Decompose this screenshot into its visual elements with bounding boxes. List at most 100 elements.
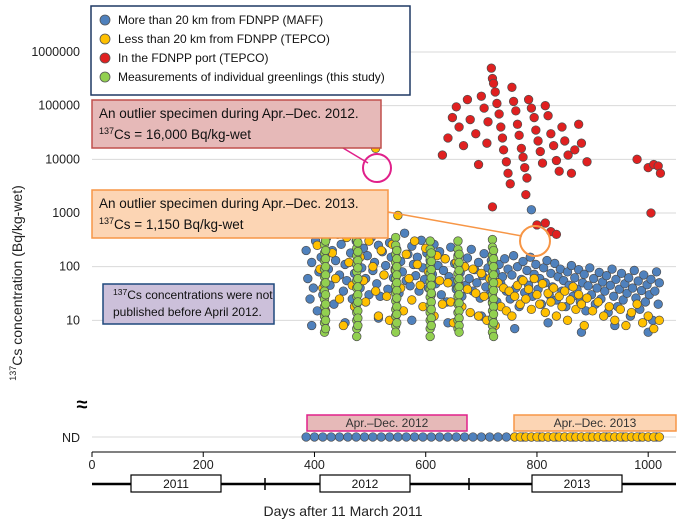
data-point-study <box>320 323 331 334</box>
y-tick-label: 10000 <box>45 152 80 166</box>
nd-point-maff <box>459 432 470 442</box>
data-point-port <box>447 112 458 123</box>
y-tick-label: 10 <box>66 313 80 327</box>
legend-label-port: In the FDNPP port (TEPCO) <box>118 51 269 65</box>
data-point-maff <box>616 268 627 279</box>
data-point-maff <box>526 205 537 215</box>
data-point-port <box>529 112 539 123</box>
data-point-tepco <box>371 286 381 296</box>
data-point-maff <box>592 283 602 293</box>
data-point-study <box>320 290 331 300</box>
data-point-port <box>465 114 475 125</box>
data-point-port <box>494 109 504 119</box>
nd-point-maff <box>468 432 478 442</box>
data-point-port <box>521 189 531 200</box>
nd-point-tepco <box>654 432 664 442</box>
data-point-port <box>492 98 502 109</box>
data-point-maff <box>301 245 311 256</box>
data-point-maff <box>589 273 599 284</box>
data-point-port <box>574 119 584 129</box>
data-point-maff <box>566 260 577 271</box>
data-point-study <box>426 320 436 331</box>
data-point-tepco <box>615 304 626 315</box>
y-axis-title: 137Cs concentration (Bq/kg-wet) <box>8 185 25 381</box>
data-point-study <box>426 288 436 298</box>
data-point-tepco <box>476 268 486 279</box>
data-point-port <box>482 138 492 148</box>
outlier-2012-circle <box>362 153 392 183</box>
note-box-rect <box>102 283 275 325</box>
data-point-tepco <box>510 291 520 301</box>
data-point-maff <box>654 278 664 288</box>
data-point-study <box>353 273 363 284</box>
nd-point-maff <box>318 432 328 442</box>
data-point-tepco <box>409 236 420 246</box>
data-point-port <box>537 158 548 168</box>
y-tick-label: 100 <box>59 260 80 274</box>
data-point-maff <box>510 323 520 334</box>
nd-point-maff <box>426 432 436 442</box>
data-point-port <box>486 63 496 73</box>
year-box-2012 <box>319 474 411 493</box>
data-point-study <box>320 270 331 280</box>
data-point-tepco <box>610 315 620 325</box>
data-point-maff <box>600 286 610 296</box>
data-point-port <box>497 133 508 143</box>
data-point-maff <box>399 228 410 238</box>
legend-label-study: Measurements of individual greenlings (t… <box>118 70 385 84</box>
data-point-port <box>437 150 448 160</box>
note-box: 137Cs concentrations were not published … <box>102 283 275 325</box>
data-point-tepco <box>404 273 414 284</box>
data-point-tepco <box>368 262 378 272</box>
data-point-port <box>520 162 530 173</box>
data-point-maff <box>303 273 313 284</box>
data-point-port <box>523 94 534 105</box>
data-point-port <box>496 122 506 132</box>
data-point-study <box>353 282 363 292</box>
data-point-tepco <box>507 311 517 321</box>
nd-point-maff <box>418 432 428 442</box>
data-point-tepco <box>540 307 550 318</box>
data-point-port <box>483 117 493 127</box>
data-point-study <box>320 315 331 325</box>
note-line2: published before April 2012. <box>113 305 262 319</box>
data-point-tepco <box>393 210 403 221</box>
x-tick-label: 0 <box>89 458 96 472</box>
data-point-tepco <box>518 275 528 286</box>
legend-box <box>90 5 411 96</box>
data-point-maff <box>611 274 621 285</box>
data-point-tepco <box>434 275 445 286</box>
data-point-maff <box>479 248 489 259</box>
year-label-2013: 2013 <box>564 477 591 491</box>
data-point-study <box>426 304 436 315</box>
data-point-study <box>454 249 464 259</box>
data-point-tepco <box>529 273 539 284</box>
data-point-maff <box>601 271 612 281</box>
data-point-tepco <box>565 295 575 305</box>
data-point-study <box>426 256 436 267</box>
data-point-port <box>540 218 550 228</box>
data-point-maff <box>614 284 624 294</box>
data-point-maff <box>407 315 417 325</box>
data-point-port <box>514 130 524 140</box>
data-point-tepco <box>471 288 481 298</box>
data-point-port <box>458 140 469 151</box>
data-point-port <box>516 143 527 154</box>
legend-marker-tepco <box>99 33 111 45</box>
data-point-maff <box>473 257 484 268</box>
annotation-2012-arrow <box>342 147 369 164</box>
data-point-study <box>353 263 363 273</box>
nd-point-maff <box>409 432 420 442</box>
data-point-maff <box>609 291 619 301</box>
data-point-maff <box>570 273 580 283</box>
legend-label-maff: More than 20 km from FDNPP (MAFF) <box>118 13 323 27</box>
annotation-outlier-2012: An outlier specimen during Apr.–Dec. 201… <box>91 99 392 183</box>
data-point-maff <box>651 267 662 277</box>
data-point-port <box>488 78 499 89</box>
data-point-study <box>488 331 499 342</box>
nd-point-maff <box>476 432 486 442</box>
data-point-tepco <box>557 301 567 312</box>
data-point-maff <box>650 286 660 296</box>
data-point-maff <box>646 274 656 285</box>
